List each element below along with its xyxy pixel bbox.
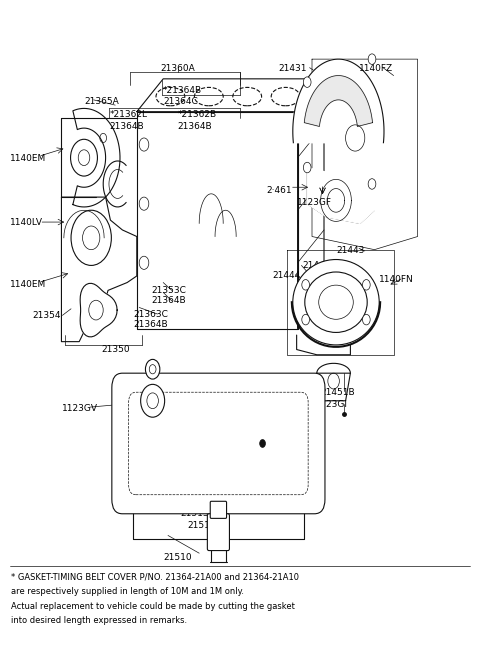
Text: *21362B: *21362B [178, 110, 217, 120]
Text: 21510: 21510 [163, 553, 192, 562]
Text: 1123GF: 1123GF [297, 198, 332, 207]
Text: 21365A: 21365A [84, 97, 119, 106]
Text: 21364B: 21364B [133, 320, 168, 329]
Polygon shape [304, 76, 372, 126]
Text: * GASKET-TIMING BELT COVER P/NO. 21364-21A00 and 21364-21A10: * GASKET-TIMING BELT COVER P/NO. 21364-2… [11, 573, 299, 582]
Text: 21353C: 21353C [151, 286, 186, 295]
Text: 1140FN: 1140FN [379, 275, 414, 284]
Polygon shape [61, 197, 137, 342]
Text: 26250: 26250 [113, 391, 141, 400]
Text: 21354: 21354 [33, 311, 61, 320]
Text: 21431: 21431 [278, 64, 307, 74]
FancyBboxPatch shape [112, 373, 325, 514]
Circle shape [145, 359, 160, 379]
Ellipse shape [293, 260, 379, 345]
Text: 2·461: 2·461 [266, 186, 292, 195]
Circle shape [362, 314, 370, 325]
Text: into desired length expressed in remarks.: into desired length expressed in remarks… [11, 616, 187, 625]
Text: Actual replacement to vehicle could be made by cutting the gasket: Actual replacement to vehicle could be m… [11, 602, 294, 611]
Text: 21364C: 21364C [163, 97, 198, 106]
Text: 21513A: 21513A [180, 509, 215, 518]
Text: 21364B: 21364B [178, 122, 212, 131]
Polygon shape [73, 108, 120, 207]
Text: ''23GI: ''23GI [321, 399, 347, 409]
Circle shape [302, 280, 310, 290]
Text: 1140EM: 1140EM [10, 154, 46, 164]
Text: 21360A: 21360A [160, 64, 195, 74]
Text: 21363C: 21363C [133, 309, 168, 319]
Text: 21444: 21444 [273, 271, 301, 281]
Text: 2144·: 2144· [302, 261, 328, 270]
Circle shape [368, 179, 376, 189]
FancyBboxPatch shape [207, 514, 229, 551]
Text: 1140LV: 1140LV [10, 217, 43, 227]
Text: 21512: 21512 [187, 521, 216, 530]
Polygon shape [80, 283, 117, 337]
Text: 1123GV: 1123GV [62, 404, 98, 413]
Text: *21364B: *21364B [163, 86, 203, 95]
Text: 1140EM: 1140EM [10, 280, 46, 289]
Circle shape [303, 77, 311, 87]
Polygon shape [293, 59, 384, 143]
Text: *21362L: *21362L [109, 110, 147, 120]
FancyBboxPatch shape [210, 501, 227, 518]
Text: 26259: 26259 [113, 380, 141, 389]
Text: 1140FZ: 1140FZ [359, 64, 393, 74]
Circle shape [141, 384, 165, 417]
Text: 21350: 21350 [101, 345, 130, 354]
Circle shape [303, 162, 311, 173]
Text: 21451B: 21451B [321, 388, 355, 397]
Circle shape [302, 314, 310, 325]
Text: 21364B: 21364B [109, 122, 144, 131]
Text: 21443: 21443 [336, 246, 364, 256]
Text: 21364B: 21364B [151, 296, 186, 306]
Polygon shape [307, 168, 374, 223]
Circle shape [260, 440, 265, 447]
Circle shape [368, 54, 376, 64]
Text: are respectively supplied in length of 10M and 1M only.: are respectively supplied in length of 1… [11, 587, 243, 597]
Circle shape [362, 280, 370, 290]
